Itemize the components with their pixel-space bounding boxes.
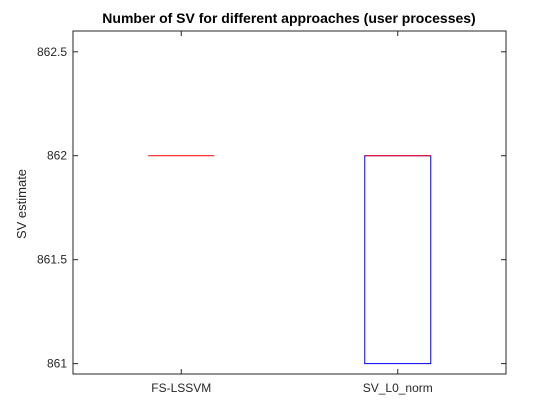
x-tick-label: SV_L0_norm bbox=[363, 381, 433, 395]
y-axis-label: SV estimate bbox=[14, 169, 29, 239]
y-tick-label: 861.5 bbox=[37, 253, 67, 267]
chart-title: Number of SV for different approaches (u… bbox=[102, 10, 475, 26]
chart-marks: 861 861.5 862 862.5 FS-LSSVM SV_L0_norm bbox=[37, 31, 506, 395]
box bbox=[364, 155, 432, 365]
y-tick-label: 861 bbox=[47, 357, 67, 371]
y-tick-label: 862.5 bbox=[37, 45, 67, 59]
x-tick-label: FS-LSSVM bbox=[151, 381, 211, 395]
plot-area-frame bbox=[72, 30, 507, 375]
y-tick-label: 862 bbox=[47, 149, 67, 163]
